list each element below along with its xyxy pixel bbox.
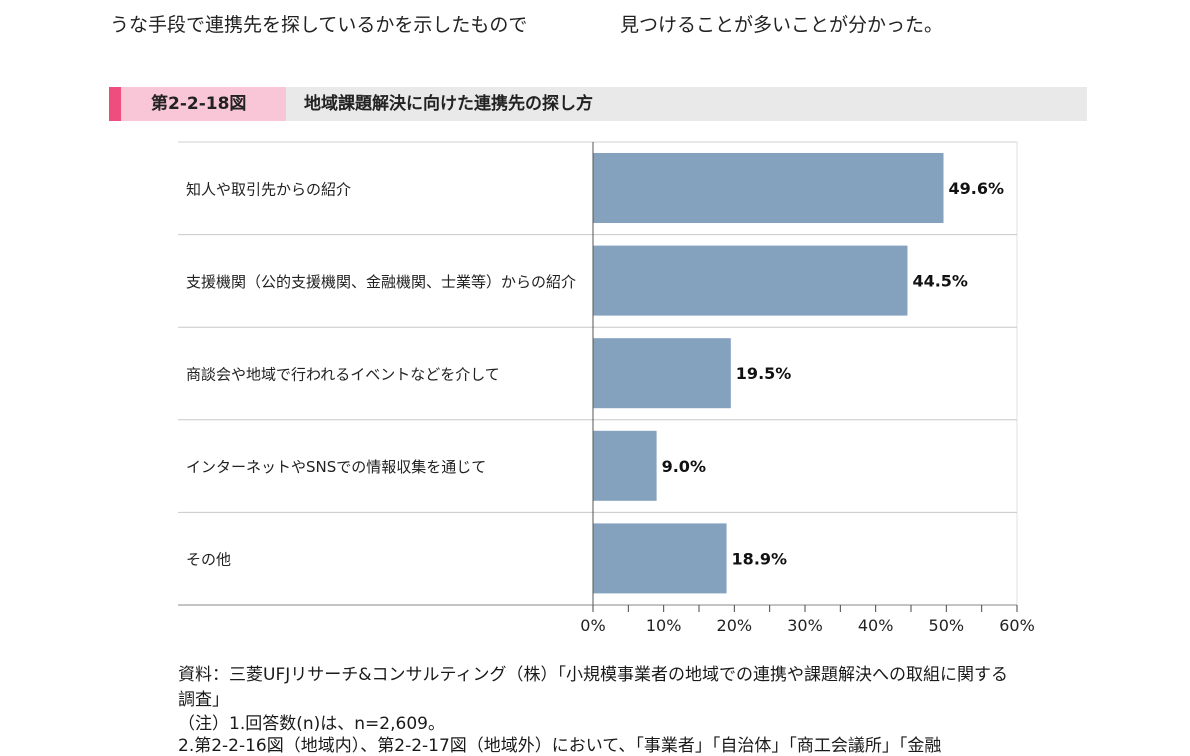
x-tick-label: 50% — [929, 616, 965, 635]
bar — [593, 338, 731, 409]
source-line-1: 資料：三菱UFJリサーチ&コンサルティング（株）「小規模事業者の地域での連携や課… — [178, 665, 1008, 685]
x-tick-label: 30% — [787, 616, 823, 635]
note-2: 2.第2-2-16図（地域内）、第2-2-17図（地域外）において、「事業者」「… — [178, 736, 942, 756]
bar — [593, 245, 908, 316]
x-tick-label: 40% — [858, 616, 894, 635]
bar — [593, 153, 944, 223]
bar — [593, 430, 657, 501]
x-tick-label: 20% — [717, 616, 753, 635]
bar — [593, 523, 727, 594]
bar-value-label: 49.6% — [949, 179, 1005, 198]
figure-header: 第2-2-18図 地域課題解決に向けた連携先の探し方 — [109, 87, 1087, 121]
note-1: （注）1.回答数(n)は、n=2,609。 — [178, 714, 445, 734]
intro-text-left: うな手段で連携先を探しているかを示したもので — [110, 14, 528, 36]
figure-number: 第2-2-18図 — [121, 87, 286, 121]
category-label: 支援機関（公的支援機関、金融機関、士業等）からの紹介 — [186, 273, 576, 291]
category-label: 知人や取引先からの紹介 — [186, 180, 351, 198]
bar-value-label: 9.0% — [662, 457, 706, 476]
source-line-2: 調査」 — [178, 690, 229, 710]
bar-chart: 知人や取引先からの紹介 49.6% 支援機関（公的支援機関、金融機関、士業等）からの… — [178, 141, 1035, 635]
category-label: 商談会や地域で行われるイベントなどを介して — [186, 366, 500, 384]
bar-value-label: 44.5% — [912, 272, 968, 291]
x-tick-label: 0% — [580, 616, 605, 635]
figure-accent-bar — [109, 87, 121, 121]
category-label: その他 — [186, 551, 231, 569]
figure-title: 地域課題解決に向けた連携先の探し方 — [304, 94, 593, 114]
bar-value-label: 18.9% — [732, 549, 788, 568]
category-label: インターネットやSNSでの情報収集を通じて — [186, 458, 486, 476]
x-tick-label: 60% — [999, 616, 1035, 635]
x-tick-label: 10% — [646, 616, 682, 635]
bar-value-label: 19.5% — [736, 364, 792, 383]
intro-text-right: 見つけることが多いことが分かった。 — [620, 14, 944, 36]
